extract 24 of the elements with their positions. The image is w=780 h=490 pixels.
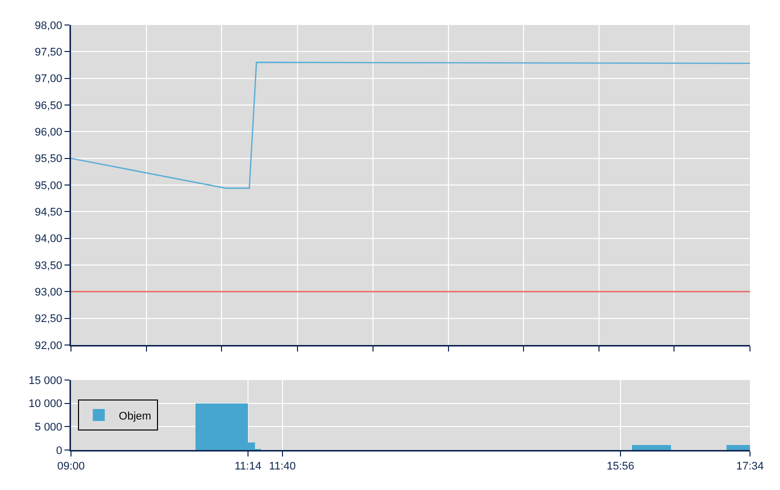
y-tick-label: 94,50 [34,206,62,219]
y-tick-label: 96,00 [34,126,62,139]
y-tick-label: 0 [56,444,62,457]
y-tick-label: 98,00 [34,20,62,32]
x-tick-label: 11:40 [269,460,296,473]
y-tick-label: 97,00 [34,73,62,86]
y-tick-label: 95,50 [34,153,62,166]
y-tick-label: 93,00 [34,286,62,299]
legend-label: Objem [118,410,152,422]
y-tick-label: 92,50 [34,313,62,326]
y-tick-label: 10 000 [28,398,62,410]
y-tick-label: 93,50 [34,260,62,272]
y-tick-label: 96,50 [34,100,62,112]
x-tick-label: 17:34 [736,460,764,473]
y-tick-label: 92,00 [34,340,62,352]
x-tick-label: 15:56 [606,460,634,473]
y-tick-label: 15 000 [28,374,62,387]
y-tick-label: 94,00 [34,233,62,246]
y-tick-label: 5 000 [34,422,62,434]
x-tick-label: 09:00 [57,460,85,473]
x-tick-label: 11:14 [234,460,262,473]
line-series [71,62,750,189]
y-tick-label: 97,50 [34,46,62,59]
y-tick-label: 95,00 [34,180,62,192]
